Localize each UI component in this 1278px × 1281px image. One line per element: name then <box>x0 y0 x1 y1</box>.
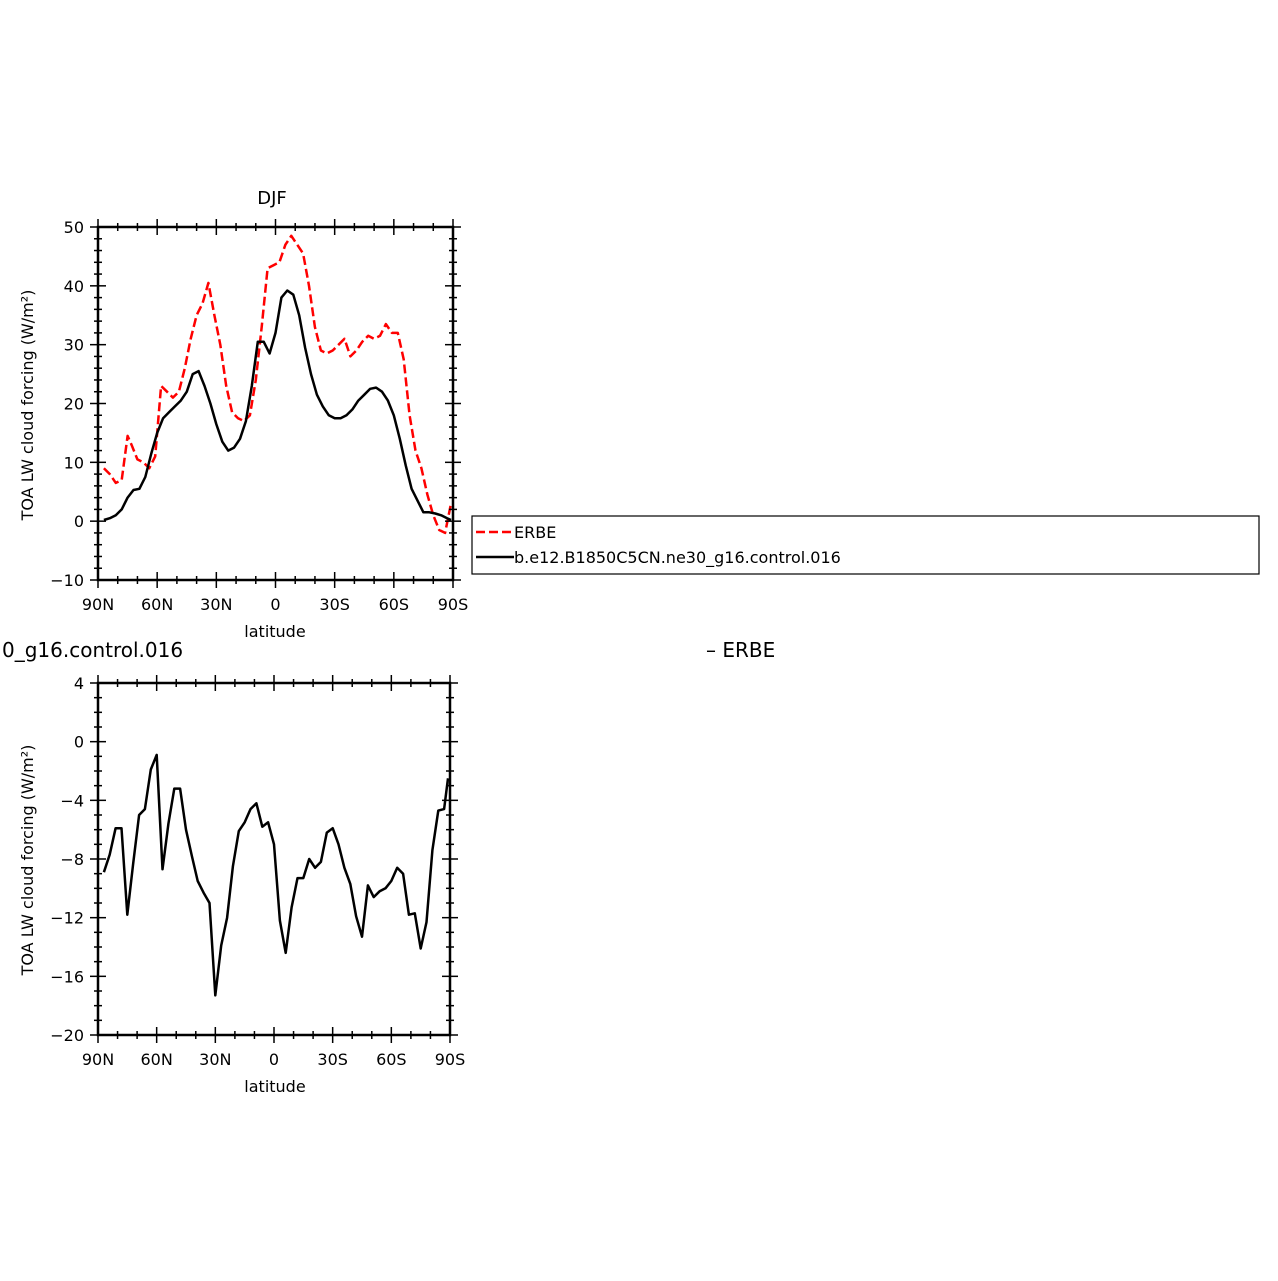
top-x-tick-label: 90S <box>438 595 469 614</box>
top-y-tick-label: 10 <box>64 453 84 472</box>
bottom-y-axis-label: TOA LW cloud forcing (W/m²) <box>18 745 37 977</box>
top-y-tick-label: 50 <box>64 218 84 237</box>
top-x-axis-label: latitude <box>244 622 305 641</box>
bottom-x-tick-label: 30N <box>199 1050 231 1069</box>
top-x-tick-label: 60N <box>141 595 173 614</box>
top-plot-frame <box>96 225 455 582</box>
top-x-tick-label: 30S <box>319 595 350 614</box>
bottom-x-tick-label: 0 <box>269 1050 279 1069</box>
bottom-y-tick-label: −4 <box>60 791 84 810</box>
legend-label-model: b.e12.B1850C5CN.ne30_g16.control.016 <box>514 548 841 568</box>
top-series-line-0 <box>103 234 453 535</box>
bottom-series-line-0 <box>102 753 450 997</box>
top-y-tick-label: 0 <box>74 512 84 531</box>
top-panel: DJF 90N 60N 30N 0 30S 60S 90S −10 0 10 20 30 40 50 la… <box>18 188 1260 641</box>
bottom-x-tick-label: 30S <box>317 1050 348 1069</box>
legend-label-erbe: ERBE <box>514 523 556 542</box>
bottom-x-tick-label: 90S <box>435 1050 466 1069</box>
bottom-y-tick-label: −8 <box>60 850 84 869</box>
top-y-tick-label: 30 <box>64 336 84 355</box>
legend: ERBE b.e12.B1850C5CN.ne30_g16.control.01… <box>471 515 1260 575</box>
bottom-y-tick-label: −20 <box>50 1026 84 1045</box>
bottom-y-tick-label: −12 <box>50 909 84 928</box>
bottom-x-tick-label: 90N <box>82 1050 114 1069</box>
bottom-x-tick-label: 60N <box>141 1050 173 1069</box>
top-x-tick-label: 90N <box>82 595 114 614</box>
bottom-x-axis-label: latitude <box>244 1077 305 1096</box>
top-chart-title: DJF <box>257 188 287 209</box>
top-y-axis-label: TOA LW cloud forcing (W/m²) <box>18 290 37 522</box>
top-y-tick-label: 40 <box>64 277 84 296</box>
bottom-panel: 0_g16.control.016 – ERBE 90N 60N 30N 0 30S 60… <box>2 638 775 1096</box>
bottom-x-tick-label: 60S <box>376 1050 407 1069</box>
top-series-line-1 <box>103 289 452 522</box>
bottom-y-tick-label: 4 <box>74 674 84 693</box>
top-x-tick-label: 60S <box>379 595 410 614</box>
bottom-y-tick-label: 0 <box>74 733 84 752</box>
bottom-y-tick-label: −16 <box>50 967 84 986</box>
legend-box <box>471 515 1260 575</box>
bottom-chart-title-right: – ERBE <box>706 638 775 662</box>
top-y-tick-label: 20 <box>64 395 84 414</box>
top-y-tick-label: −10 <box>50 571 84 590</box>
top-x-tick-label: 0 <box>270 595 280 614</box>
top-x-tick-label: 30N <box>200 595 232 614</box>
bottom-chart-title: 0_g16.control.016 <box>2 638 183 662</box>
